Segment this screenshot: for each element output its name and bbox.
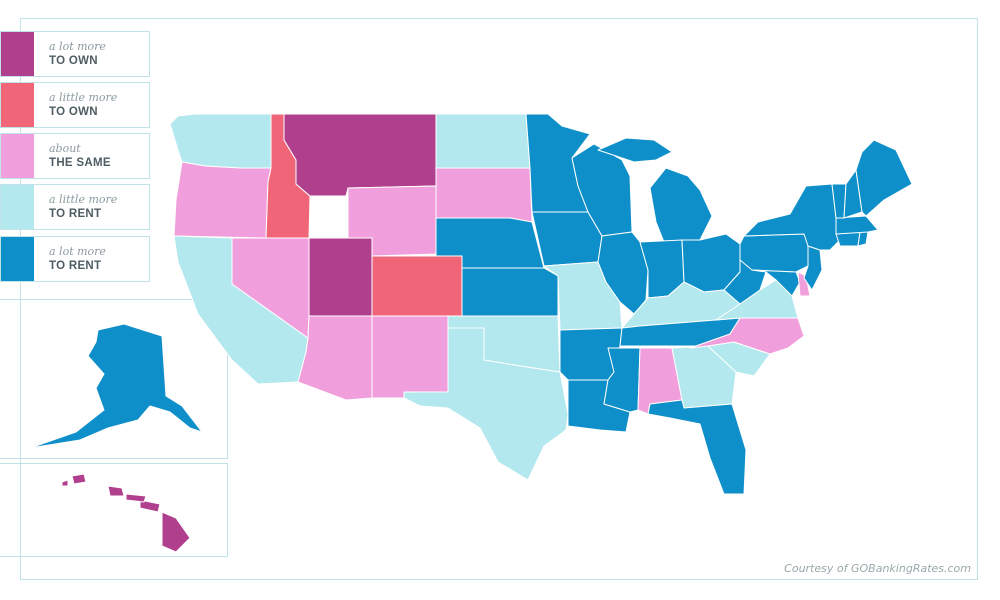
legend-item-a-little-more-to-own: a little more TO OWN xyxy=(0,82,150,128)
state-michigan xyxy=(597,137,713,243)
legend-item-about-the-same: about THE SAME xyxy=(0,133,150,179)
state-pennsylvania xyxy=(739,233,813,273)
legend-line1: a lot more xyxy=(49,245,106,258)
alaska-inset xyxy=(0,299,228,459)
legend-item-a-lot-more-to-own: a lot more TO OWN xyxy=(0,31,150,77)
state-arizona xyxy=(297,315,373,401)
legend-swatch xyxy=(1,83,34,127)
state-iowa xyxy=(531,211,603,267)
hawaii-island-oahu xyxy=(107,485,125,497)
legend-item-a-lot-more-to-rent: a lot more TO RENT xyxy=(0,236,150,282)
state-montana xyxy=(283,113,437,197)
legend-line1: a little more xyxy=(49,193,118,206)
hawaii-island-kauai xyxy=(71,473,87,485)
hawaii-inset xyxy=(0,463,228,557)
legend-swatch xyxy=(1,32,34,76)
legend-line2: TO OWN xyxy=(49,55,98,67)
hawaii-island-big xyxy=(161,511,191,553)
legend-line2: TO OWN xyxy=(49,106,98,118)
legend-line1: a little more xyxy=(49,91,118,104)
state-florida xyxy=(647,399,747,495)
hawaii-island-molokai xyxy=(125,493,147,503)
state-massachusetts xyxy=(835,215,879,235)
state-rhode-island xyxy=(857,231,869,247)
state-texas xyxy=(403,327,569,481)
legend-swatch xyxy=(1,185,34,229)
hawaii-island-niihau xyxy=(61,479,69,487)
credit-text: Courtesy of GOBankingRates.com xyxy=(784,562,971,575)
state-delaware xyxy=(797,271,811,297)
state-utah xyxy=(308,237,373,317)
legend-swatch xyxy=(1,134,34,178)
hawaii-island-maui xyxy=(139,499,161,513)
state-kansas xyxy=(461,267,559,317)
state-colorado xyxy=(371,255,463,317)
legend-item-a-little-more-to-rent: a little more TO RENT xyxy=(0,184,150,230)
state-washington xyxy=(169,113,272,169)
state-north-carolina xyxy=(689,317,805,355)
state-oregon xyxy=(173,161,272,239)
state-maryland xyxy=(751,269,801,297)
legend-line2: TO RENT xyxy=(49,260,102,272)
legend-line2: THE SAME xyxy=(49,157,111,169)
state-north-dakota xyxy=(435,113,531,169)
state-alaska xyxy=(29,323,203,449)
state-new-mexico xyxy=(371,315,449,399)
legend-swatch xyxy=(1,237,34,281)
state-maine xyxy=(855,139,913,217)
legend-line1: about xyxy=(49,142,81,155)
legend-line2: TO RENT xyxy=(49,208,102,220)
legend-line1: a lot more xyxy=(49,40,106,53)
state-hawaii xyxy=(61,473,191,553)
state-south-dakota xyxy=(435,167,533,223)
